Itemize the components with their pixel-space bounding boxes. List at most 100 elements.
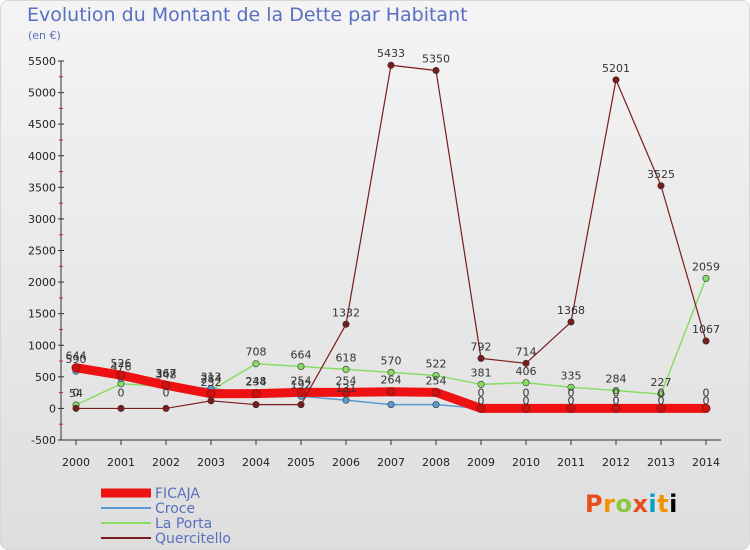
data-point-quercitello (477, 354, 485, 362)
data-point-quercitello (297, 401, 305, 409)
y-tick-label: 1500 (28, 308, 56, 321)
data-label-la-porta: 522 (426, 357, 447, 370)
data-point-la-porta (342, 365, 350, 373)
data-label-ficaja: 0 (523, 394, 530, 407)
data-label-quercitello: 714 (516, 345, 537, 358)
data-label-la-porta: 406 (516, 365, 537, 378)
data-point-croce (342, 396, 350, 404)
data-point-la-porta (612, 386, 620, 394)
data-point-la-porta (702, 274, 710, 282)
data-label-quercitello: 0 (73, 386, 80, 399)
data-label-croce: 313 (201, 371, 222, 384)
data-label-ficaja: 264 (381, 374, 402, 387)
legend-label-croce: Croce (155, 501, 195, 517)
data-label-la-porta: 335 (561, 369, 582, 382)
data-label-ficaja: 254 (336, 374, 357, 387)
legend-label-ficaja: FICAJA (155, 486, 200, 502)
data-label-la-porta: 284 (201, 372, 222, 385)
proxiti-logo: Proxiti (585, 490, 678, 518)
y-tick-label: 2000 (28, 276, 56, 289)
x-tick-label: 2008 (422, 456, 450, 469)
x-tick-label: 2009 (467, 456, 495, 469)
data-label-quercitello: 1332 (332, 306, 360, 319)
data-label-la-porta: 570 (381, 354, 402, 367)
data-label-croce: 192 (291, 378, 312, 391)
data-point-quercitello (207, 397, 215, 405)
data-point-quercitello (342, 320, 350, 328)
data-label-ficaja: 234 (246, 376, 267, 389)
data-point-quercitello (72, 404, 80, 412)
data-point-ficaja (161, 380, 171, 390)
data-label-quercitello: 1067 (692, 323, 720, 336)
data-label-ficaja: 367 (156, 367, 177, 380)
data-label-croce: 131 (336, 382, 357, 395)
data-label-ficaja: 644 (66, 350, 87, 363)
data-label-la-porta: 54 (69, 387, 83, 400)
data-label-la-porta: 381 (471, 366, 492, 379)
data-label-la-porta: 2059 (692, 260, 720, 273)
y-tick-label: 2500 (28, 245, 56, 258)
x-tick-label: 2010 (512, 456, 540, 469)
data-point-ficaja (611, 403, 621, 413)
data-label-la-porta: 618 (336, 351, 357, 364)
data-label-croce: 476 (111, 360, 132, 373)
data-point-quercitello (702, 337, 710, 345)
data-point-ficaja (656, 403, 666, 413)
data-label-ficaja: 0 (703, 394, 710, 407)
data-point-quercitello (252, 401, 260, 409)
data-label-quercitello: 3525 (647, 168, 675, 181)
x-tick-label: 2007 (377, 456, 405, 469)
x-tick-label: 2011 (557, 456, 585, 469)
y-tick-label: 0 (49, 402, 56, 415)
data-label-croce: 0 (568, 386, 575, 399)
data-point-ficaja (296, 387, 306, 397)
data-point-ficaja (476, 403, 486, 413)
data-label-ficaja: 254 (291, 374, 312, 387)
x-tick-label: 2000 (62, 456, 90, 469)
y-tick-label: 500 (35, 371, 56, 384)
data-point-quercitello (567, 318, 575, 326)
data-label-croce: 0 (703, 386, 710, 399)
data-point-quercitello (432, 66, 440, 74)
data-label-croce: 248 (246, 375, 267, 388)
data-label-croce: 0 (523, 386, 530, 399)
y-tick-label: 4000 (28, 150, 56, 163)
data-label-croce: 0 (613, 386, 620, 399)
data-point-quercitello (657, 182, 665, 190)
data-label-la-porta: 348 (156, 368, 177, 381)
data-point-ficaja (701, 403, 711, 413)
data-label-croce: 0 (658, 386, 665, 399)
y-tick-label: 5000 (28, 87, 56, 100)
data-label-la-porta: 227 (651, 376, 672, 389)
data-point-la-porta (432, 371, 440, 379)
x-tick-label: 2012 (602, 456, 630, 469)
chart-subtitle: (en €) (28, 29, 61, 42)
data-label-ficaja: 0 (568, 394, 575, 407)
data-label-croce: 590 (66, 353, 87, 366)
data-label-ficaja: 254 (426, 374, 447, 387)
data-label-quercitello: 1368 (557, 304, 585, 317)
data-label-la-porta: 708 (246, 346, 267, 359)
data-label-ficaja: 0 (478, 394, 485, 407)
x-tick-label: 2006 (332, 456, 360, 469)
data-point-ficaja (521, 403, 531, 413)
data-point-croce (387, 401, 395, 409)
data-point-la-porta (477, 380, 485, 388)
x-tick-label: 2003 (197, 456, 225, 469)
data-point-ficaja (206, 389, 216, 399)
data-label-quercitello: 5433 (377, 47, 405, 60)
data-point-quercitello (117, 404, 125, 412)
data-label-la-porta: 284 (606, 372, 627, 385)
data-label-croce: 0 (478, 386, 485, 399)
data-point-ficaja (386, 387, 396, 397)
data-point-quercitello (612, 76, 620, 84)
data-point-la-porta (252, 360, 260, 368)
chart-title: Evolution du Montant de la Dette par Hab… (27, 4, 468, 26)
data-point-ficaja (566, 403, 576, 413)
x-tick-label: 2002 (152, 456, 180, 469)
y-tick-label: 4500 (28, 118, 56, 131)
data-label-quercitello: 792 (471, 340, 492, 353)
data-point-croce (432, 401, 440, 409)
